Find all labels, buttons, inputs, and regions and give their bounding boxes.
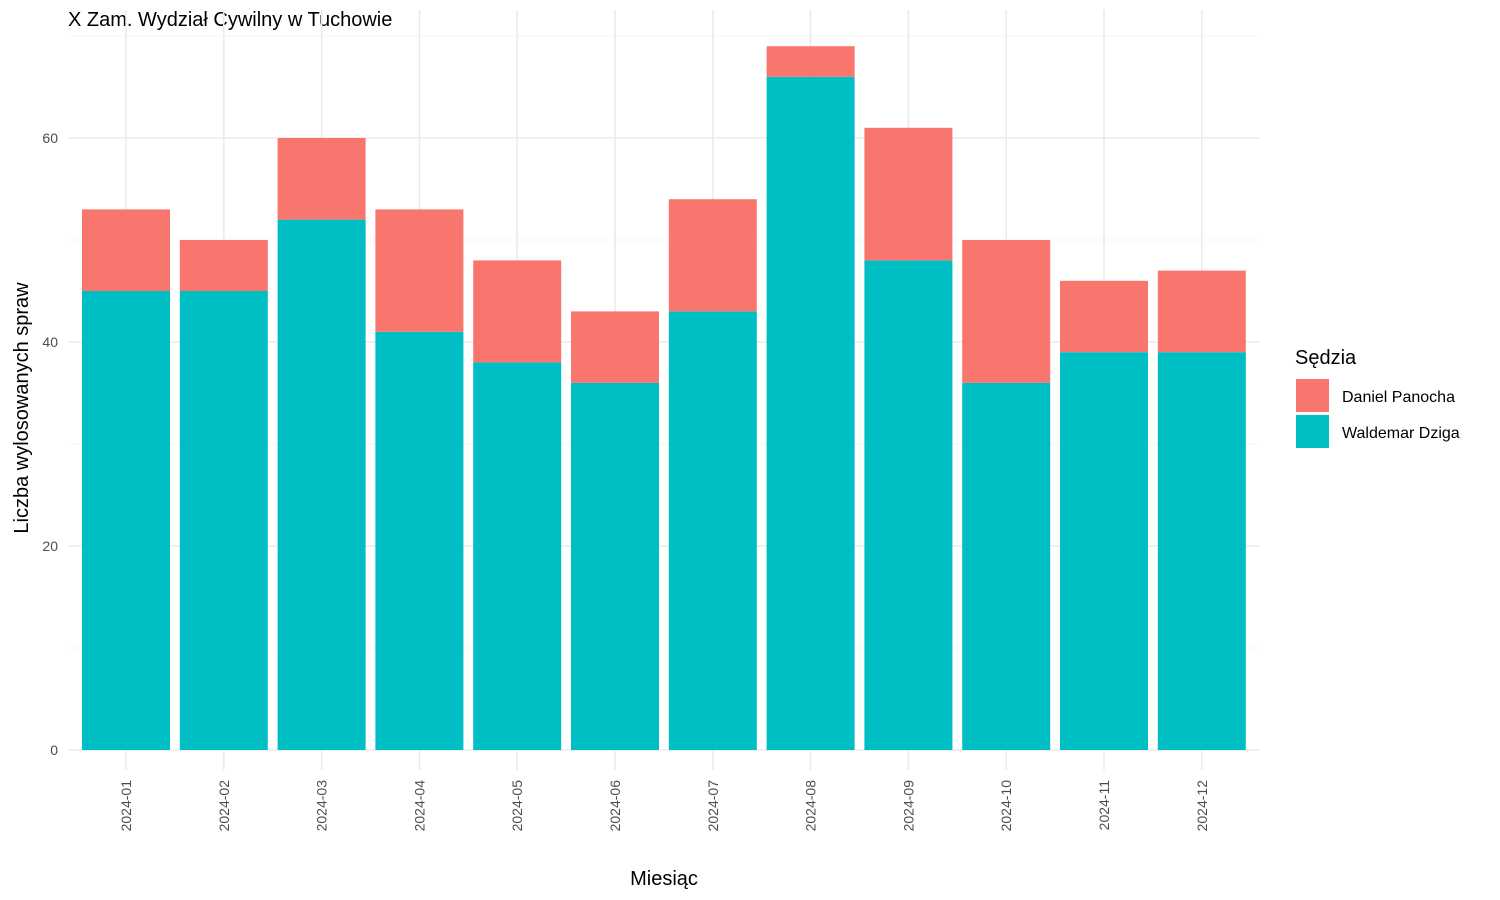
y-tick-label: 40	[42, 334, 58, 350]
y-tick-label: 20	[42, 538, 58, 554]
bar-daniel-panocha-2024-07	[668, 199, 757, 312]
x-tick-label: 2024-06	[607, 780, 623, 832]
x-axis-ticks: 2024-01 2024-02 2024-03 2024-04 2024-05 2024-…	[118, 780, 1210, 832]
x-tick-label: 2024-01	[118, 780, 134, 832]
x-tick-label: 2024-10	[998, 780, 1014, 832]
bar-daniel-panocha-2024-02	[179, 240, 268, 291]
x-tick-label: 2024-12	[1194, 780, 1210, 832]
bar-daniel-panocha-2024-08	[766, 46, 855, 77]
bar-daniel-panocha-2024-06	[571, 311, 659, 383]
bar-waldemar-dziga-2024-09	[864, 260, 953, 750]
legend-label-daniel-panocha: Daniel Panocha	[1342, 389, 1455, 406]
bar-waldemar-dziga-2024-01	[82, 291, 170, 750]
bars	[82, 46, 1246, 751]
bar-daniel-panocha-2024-12	[1157, 270, 1246, 353]
y-axis-title: Liczba wylosowanych spraw	[11, 282, 33, 534]
bar-daniel-panocha-2024-04	[375, 209, 464, 332]
bar-waldemar-dziga-2024-10	[962, 382, 1051, 750]
chart-title: X Zam. Wydział Cywilny w Tuchowie	[68, 9, 392, 31]
x-tick-label: 2024-05	[509, 780, 525, 832]
bar-waldemar-dziga-2024-08	[766, 76, 855, 751]
bar-daniel-panocha-2024-10	[962, 240, 1051, 383]
bar-daniel-panocha-2024-05	[473, 260, 562, 363]
y-tick-label: 0	[50, 742, 58, 758]
legend-label-waldemar-dziga: Waldemar Dziga	[1342, 425, 1460, 442]
legend-swatch-waldemar-dziga	[1296, 415, 1329, 448]
x-tick-label: 2024-04	[411, 780, 427, 832]
legend: Sędzia Daniel Panocha Waldemar Dziga	[1295, 347, 1460, 448]
bar-daniel-panocha-2024-11	[1060, 280, 1148, 353]
bar-waldemar-dziga-2024-04	[375, 331, 464, 750]
bar-waldemar-dziga-2024-06	[571, 382, 659, 750]
bar-daniel-panocha-2024-03	[277, 138, 366, 220]
bar-daniel-panocha-2024-09	[864, 127, 953, 261]
bar-waldemar-dziga-2024-03	[277, 219, 366, 751]
bar-waldemar-dziga-2024-11	[1060, 352, 1148, 750]
y-axis-ticks: 0 20 40 60	[42, 130, 58, 758]
x-axis-title: Miesiąc	[630, 868, 698, 890]
legend-swatch-daniel-panocha	[1296, 379, 1329, 412]
x-tick-label: 2024-08	[803, 780, 819, 832]
x-tick-label: 2024-11	[1096, 780, 1112, 831]
bar-waldemar-dziga-2024-07	[668, 311, 757, 750]
legend-title: Sędzia	[1295, 347, 1357, 369]
bar-waldemar-dziga-2024-12	[1157, 352, 1246, 750]
x-tick-label: 2024-03	[314, 780, 330, 832]
x-tick-label: 2024-07	[705, 780, 721, 832]
bar-waldemar-dziga-2024-05	[473, 362, 562, 750]
x-tick-label: 2024-09	[900, 780, 916, 832]
x-tick-label: 2024-02	[216, 780, 232, 832]
bar-waldemar-dziga-2024-02	[179, 291, 268, 750]
y-tick-label: 60	[42, 130, 58, 146]
bar-daniel-panocha-2024-01	[82, 209, 170, 291]
